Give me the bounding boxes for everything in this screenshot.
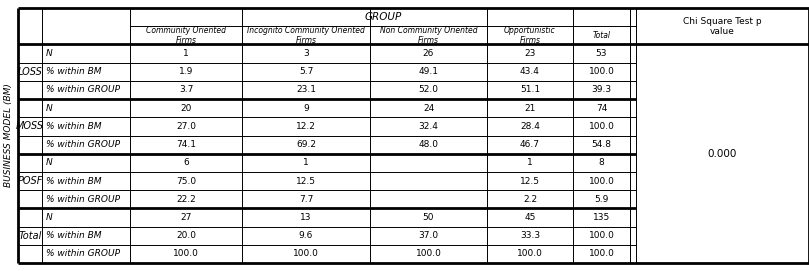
Text: 6: 6 xyxy=(183,158,188,167)
Text: MOSS: MOSS xyxy=(16,121,44,131)
Text: % within GROUP: % within GROUP xyxy=(46,249,120,258)
Text: % within GROUP: % within GROUP xyxy=(46,195,120,204)
Text: 45: 45 xyxy=(524,213,536,222)
Text: 50: 50 xyxy=(423,213,434,222)
Text: 22.2: 22.2 xyxy=(176,195,196,204)
Text: 100.0: 100.0 xyxy=(589,176,615,186)
Text: Non Community Oriented
Firms: Non Community Oriented Firms xyxy=(379,26,477,45)
Text: 20: 20 xyxy=(180,104,192,113)
Text: 26: 26 xyxy=(423,49,434,58)
Text: BUSINESS MODEL (BM): BUSINESS MODEL (BM) xyxy=(5,83,14,188)
Text: % within GROUP: % within GROUP xyxy=(46,85,120,95)
Text: 1: 1 xyxy=(303,158,309,167)
Text: N: N xyxy=(46,104,53,113)
Text: % within BM: % within BM xyxy=(46,231,101,240)
Text: 48.0: 48.0 xyxy=(418,140,438,149)
Text: 9.6: 9.6 xyxy=(299,231,313,240)
Text: 3.7: 3.7 xyxy=(179,85,193,95)
Text: Total: Total xyxy=(592,31,611,40)
Text: 33.3: 33.3 xyxy=(520,231,540,240)
Text: 1: 1 xyxy=(527,158,533,167)
Text: 53: 53 xyxy=(595,49,608,58)
Text: 1: 1 xyxy=(183,49,188,58)
Text: POSF: POSF xyxy=(17,176,43,186)
Text: 27.0: 27.0 xyxy=(176,122,196,131)
Text: 100.0: 100.0 xyxy=(589,122,615,131)
Text: 12.5: 12.5 xyxy=(296,176,316,186)
Text: 100.0: 100.0 xyxy=(173,249,199,258)
Text: 7.7: 7.7 xyxy=(299,195,313,204)
Text: 39.3: 39.3 xyxy=(591,85,612,95)
Text: 0.000: 0.000 xyxy=(708,149,737,159)
Text: 5.9: 5.9 xyxy=(595,195,608,204)
Text: 37.0: 37.0 xyxy=(418,231,438,240)
Text: 12.5: 12.5 xyxy=(520,176,540,186)
Text: % within BM: % within BM xyxy=(46,122,101,131)
Text: 74: 74 xyxy=(595,104,608,113)
Text: 100.0: 100.0 xyxy=(416,249,442,258)
Text: 9: 9 xyxy=(303,104,309,113)
Text: 23: 23 xyxy=(524,49,536,58)
Text: 8: 8 xyxy=(599,158,604,167)
Text: LOSS: LOSS xyxy=(18,67,42,77)
Text: 43.4: 43.4 xyxy=(520,67,540,76)
Text: 135: 135 xyxy=(593,213,610,222)
Text: N: N xyxy=(46,213,53,222)
Text: 27: 27 xyxy=(180,213,192,222)
Text: Community Oriented
Firms: Community Oriented Firms xyxy=(146,26,226,45)
Text: 12.2: 12.2 xyxy=(296,122,316,131)
Text: 1.9: 1.9 xyxy=(179,67,193,76)
Text: 20.0: 20.0 xyxy=(176,231,196,240)
Text: 21: 21 xyxy=(524,104,536,113)
Text: 100.0: 100.0 xyxy=(293,249,319,258)
Text: % within BM: % within BM xyxy=(46,176,101,186)
Text: 46.7: 46.7 xyxy=(520,140,540,149)
Text: 3: 3 xyxy=(303,49,309,58)
Text: N: N xyxy=(46,158,53,167)
Text: Incognito Community Oriented
Firms: Incognito Community Oriented Firms xyxy=(247,26,365,45)
Text: 74.1: 74.1 xyxy=(176,140,196,149)
Text: Chi Square Test p
value: Chi Square Test p value xyxy=(683,17,762,36)
Text: 24: 24 xyxy=(423,104,434,113)
Text: Opportunistic
Firms: Opportunistic Firms xyxy=(504,26,556,45)
Text: 13: 13 xyxy=(300,213,311,222)
Text: 32.4: 32.4 xyxy=(418,122,438,131)
Text: GROUP: GROUP xyxy=(364,12,401,22)
Text: Total: Total xyxy=(19,231,42,241)
Text: 23.1: 23.1 xyxy=(296,85,316,95)
Text: 100.0: 100.0 xyxy=(589,249,615,258)
Text: 54.8: 54.8 xyxy=(591,140,612,149)
Text: 5.7: 5.7 xyxy=(299,67,313,76)
Text: 100.0: 100.0 xyxy=(517,249,543,258)
Text: % within BM: % within BM xyxy=(46,67,101,76)
Text: N: N xyxy=(46,49,53,58)
Text: 49.1: 49.1 xyxy=(418,67,438,76)
Text: 51.1: 51.1 xyxy=(520,85,540,95)
Text: % within GROUP: % within GROUP xyxy=(46,140,120,149)
Text: 69.2: 69.2 xyxy=(296,140,316,149)
Text: 2.2: 2.2 xyxy=(523,195,537,204)
Text: 100.0: 100.0 xyxy=(589,67,615,76)
Text: 28.4: 28.4 xyxy=(520,122,540,131)
Text: 100.0: 100.0 xyxy=(589,231,615,240)
Text: 75.0: 75.0 xyxy=(176,176,196,186)
Text: 52.0: 52.0 xyxy=(418,85,438,95)
